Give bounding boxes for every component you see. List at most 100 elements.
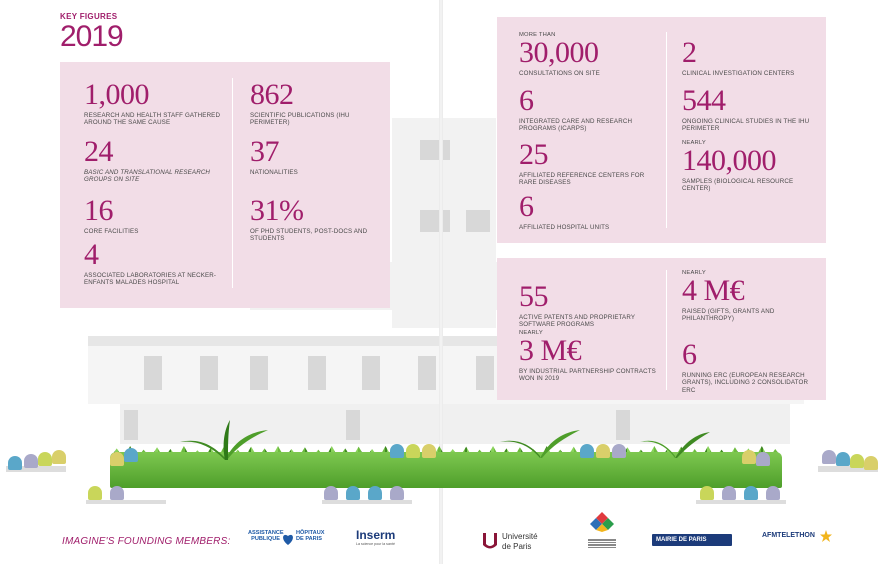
inserm-tagline: La science pour la santé bbox=[356, 542, 395, 546]
figure-label: CONSULTATIONS ON SITE bbox=[519, 70, 600, 77]
plant-illustration bbox=[180, 420, 268, 460]
figure-value: 544 bbox=[682, 84, 726, 117]
chair bbox=[346, 486, 360, 500]
bench bbox=[6, 466, 66, 472]
figure-block: 24 BASIC AND TRANSLATIONAL RESEARCH GROU… bbox=[84, 137, 224, 184]
aphp-logo-text-right: HÔPITAUX DE PARIS bbox=[296, 530, 332, 543]
chair bbox=[390, 444, 404, 458]
figure-label: NATIONALITIES bbox=[250, 169, 298, 176]
figure-value: 6 bbox=[682, 338, 697, 371]
chair bbox=[368, 486, 382, 500]
figure-block: MORE THAN 30,000 CONSULTATIONS ON SITE bbox=[519, 32, 659, 77]
figure-block: 6 RUNNING ERC (EUROPEAN RESEARCH GRANTS)… bbox=[682, 340, 822, 394]
figure-label: OF PHD STUDENTS, POST-DOCS AND STUDENTS bbox=[250, 228, 368, 243]
chair bbox=[38, 452, 52, 466]
chair bbox=[406, 444, 420, 458]
figure-label: BY INDUSTRIAL PARTNERSHIP CONTRACTS WON … bbox=[519, 368, 656, 383]
figure-block: 4 ASSOCIATED LABORATORIES AT NECKER-ENFA… bbox=[84, 240, 224, 287]
figure-prefix: NEARLY bbox=[682, 270, 706, 276]
chair bbox=[580, 444, 594, 458]
figure-value: 4 bbox=[84, 238, 99, 271]
chair bbox=[390, 486, 404, 500]
figure-label: AFFILIATED HOSPITAL UNITS bbox=[519, 224, 610, 231]
figure-block: 6 INTEGRATED CARE AND RESEARCH PROGRAMS … bbox=[519, 86, 659, 133]
figure-block: 16 CORE FACILITIES bbox=[84, 194, 224, 236]
figure-block: NEARLY 140,000 SAMPLES (BIOLOGICAL RESOU… bbox=[682, 140, 822, 193]
figure-value: 2 bbox=[682, 36, 697, 69]
building-window bbox=[420, 140, 450, 160]
figure-value: 16 bbox=[84, 194, 114, 227]
figure-block: NEARLY 3 M€ BY INDUSTRIAL PARTNERSHIP CO… bbox=[519, 330, 659, 383]
figure-value: 30,000 bbox=[519, 36, 599, 69]
figure-value: 55 bbox=[519, 280, 549, 313]
figure-label: RAISED (GIFTS, GRANTS AND PHILANTHROPY) bbox=[682, 308, 775, 323]
aphp-line2: PUBLIQUE bbox=[251, 536, 280, 543]
chair bbox=[422, 444, 436, 458]
figure-label: ACTIVE PATENTS AND PROPRIETARY SOFTWARE … bbox=[519, 314, 636, 329]
right-bottom-figures-panel bbox=[497, 258, 826, 400]
figure-block: 37 NATIONALITIES bbox=[250, 137, 380, 177]
figure-label: CLINICAL INVESTIGATION CENTERS bbox=[682, 70, 795, 77]
figure-block: 6 AFFILIATED HOSPITAL UNITS bbox=[519, 190, 659, 232]
figure-block: 544 ONGOING CLINICAL STUDIES IN THE IHU … bbox=[682, 86, 822, 133]
inserm-logo-text: Inserm bbox=[356, 528, 396, 542]
chair bbox=[110, 452, 124, 466]
building-pillar bbox=[124, 410, 138, 440]
building-window bbox=[144, 356, 162, 390]
figure-block: 25 AFFILIATED REFERENCE CENTERS FOR RARE… bbox=[519, 140, 659, 187]
universite-line2: de Paris bbox=[502, 542, 532, 551]
aphp-line3: HÔPITAUX bbox=[296, 530, 325, 536]
figure-block: 1,000 RESEARCH AND HEALTH STAFF GATHERED… bbox=[84, 80, 224, 127]
year-title: 2019 bbox=[60, 20, 124, 53]
fondation-logo bbox=[588, 512, 616, 554]
chair bbox=[742, 450, 756, 464]
chair bbox=[850, 454, 864, 468]
figure-label: SAMPLES (BIOLOGICAL RESOURCE CENTER) bbox=[682, 178, 794, 193]
figure-label: INTEGRATED CARE AND RESEARCH PROGRAMS (I… bbox=[519, 118, 633, 133]
figure-value: 1,000 bbox=[84, 78, 150, 111]
figure-block: 2 CLINICAL INVESTIGATION CENTERS bbox=[682, 36, 822, 78]
building-window bbox=[418, 356, 436, 390]
afm-logo-text: AFMTELETHON bbox=[762, 532, 815, 539]
figure-value: 4 M€ bbox=[682, 274, 745, 307]
figure-block: NEARLY 4 M€ RAISED (GIFTS, GRANTS AND PH… bbox=[682, 270, 822, 323]
afm-telethon-logo: AFMTELETHON bbox=[762, 530, 834, 550]
chair bbox=[596, 444, 610, 458]
figure-value: 3 M€ bbox=[519, 334, 582, 367]
universite-emblem-icon bbox=[483, 533, 497, 549]
chair bbox=[52, 450, 66, 464]
fondation-text-lines bbox=[588, 539, 616, 548]
bench bbox=[818, 466, 878, 472]
fondation-diamond-icon bbox=[590, 512, 614, 532]
chair bbox=[324, 486, 338, 500]
aphp-logo-text: ASSISTANCE PUBLIQUE bbox=[248, 530, 284, 543]
chair bbox=[8, 456, 22, 470]
building-pillar bbox=[346, 410, 360, 440]
left-figures-panel bbox=[60, 62, 390, 308]
chair bbox=[722, 486, 736, 500]
chair bbox=[24, 454, 38, 468]
building-window bbox=[476, 356, 494, 390]
figure-label: AFFILIATED REFERENCE CENTERS FOR RARE DI… bbox=[519, 172, 645, 187]
grass-lawn bbox=[110, 452, 782, 488]
key-figures-kicker: KEY FIGURES bbox=[60, 12, 118, 21]
chair bbox=[864, 456, 878, 470]
figure-value: 25 bbox=[519, 138, 549, 171]
building-window bbox=[466, 210, 490, 232]
aphp-line1: ASSISTANCE bbox=[248, 530, 284, 536]
panel-divider bbox=[666, 32, 667, 228]
chair bbox=[766, 486, 780, 500]
building-window bbox=[308, 356, 326, 390]
chair bbox=[744, 486, 758, 500]
figure-prefix: NEARLY bbox=[519, 330, 543, 336]
figure-value: 6 bbox=[519, 190, 534, 223]
page-fold bbox=[439, 0, 443, 564]
building-window bbox=[362, 356, 380, 390]
aphp-heart-icon bbox=[283, 534, 293, 545]
figure-label: SCIENTIFIC PUBLICATIONS (IHU PERIMETER) bbox=[250, 112, 350, 127]
aphp-line4: DE PARIS bbox=[296, 536, 323, 543]
figure-value: 6 bbox=[519, 84, 534, 117]
bench bbox=[322, 500, 412, 504]
figure-block: 31% OF PHD STUDENTS, POST-DOCS AND STUDE… bbox=[250, 196, 380, 243]
aphp-logo: ASSISTANCE PUBLIQUE HÔPITAUX DE PARIS bbox=[248, 530, 330, 552]
